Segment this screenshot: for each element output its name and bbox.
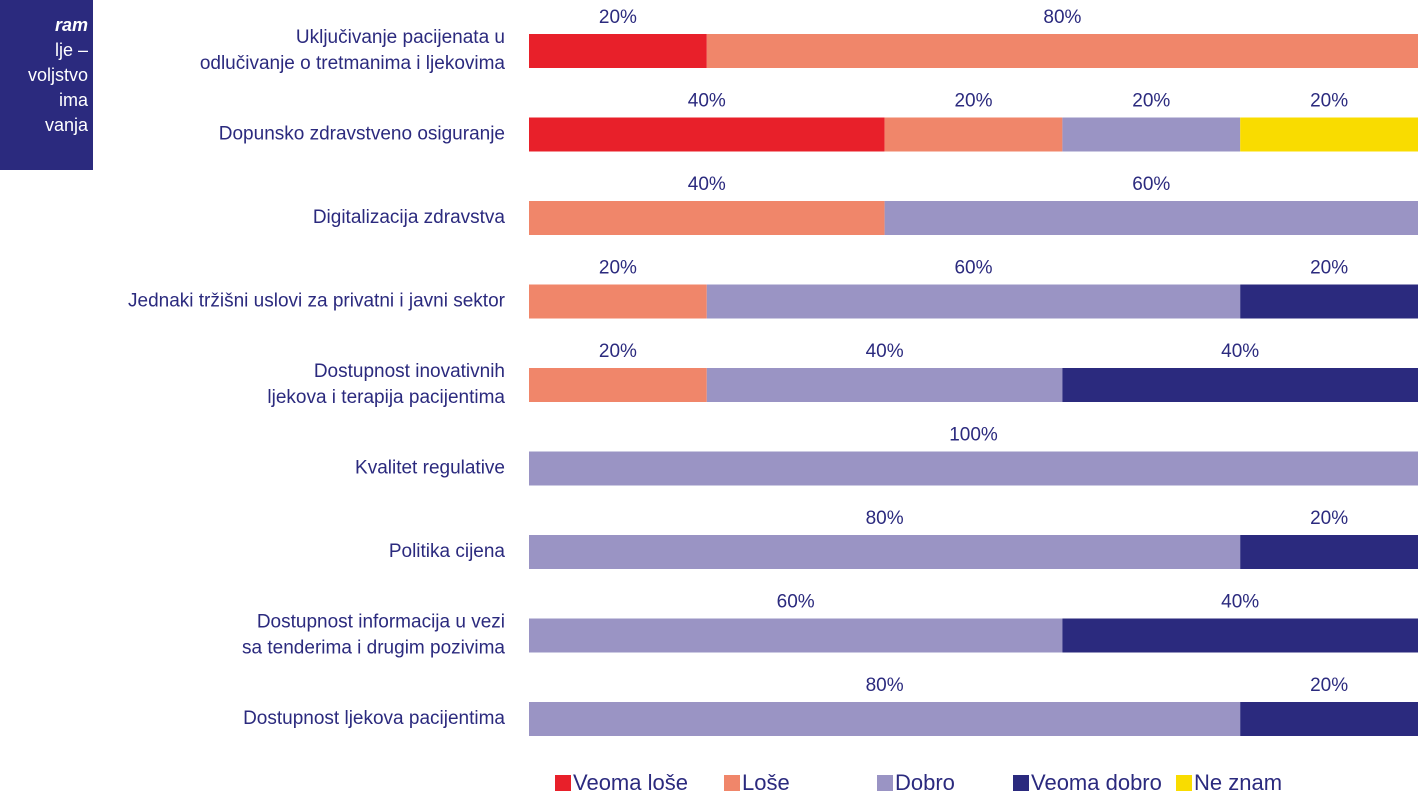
bar-segment [529, 535, 1241, 569]
bar-segment [529, 117, 885, 152]
bar-segment [706, 34, 1418, 68]
side-box-line: voljstvo [28, 65, 88, 85]
bar-segment [1062, 368, 1418, 402]
legend-swatch [1013, 775, 1029, 791]
data-label: 20% [954, 91, 992, 112]
data-label: 40% [866, 341, 904, 362]
bar-segment [706, 284, 1241, 319]
bar-segment [1240, 702, 1418, 736]
side-box-line: vanja [45, 115, 89, 135]
legend-label: Loše [742, 770, 790, 795]
bar-segment [1240, 117, 1418, 152]
bar-segment [529, 368, 707, 402]
data-label: 60% [954, 258, 992, 279]
category-label: Dostupnost inovativnih ljekova i terapija… [267, 361, 505, 408]
data-label: 80% [1043, 7, 1081, 28]
bar-segment [529, 618, 1063, 653]
legend-label: Veoma loše [573, 770, 688, 795]
bar-segment [529, 284, 707, 319]
legend-swatch [724, 775, 740, 791]
bar-segment [884, 117, 1063, 152]
data-label: 40% [1221, 592, 1259, 613]
bar-segment [529, 34, 707, 68]
data-label: 20% [1310, 508, 1348, 529]
bar-segment [1240, 535, 1418, 569]
category-label: Uključivanje pacijenata u odlučivanje o t… [200, 27, 506, 74]
legend-swatch [877, 775, 893, 791]
data-label: 20% [1310, 675, 1348, 696]
data-label: 60% [777, 592, 815, 613]
data-label: 20% [599, 7, 637, 28]
bar-segment [1240, 284, 1418, 319]
category-label: Dopunsko zdravstveno osiguranje [219, 124, 505, 145]
bar-segment [529, 201, 885, 235]
category-label: Dostupnost informacija u vezi sa tenderim… [242, 612, 505, 659]
legend-label: Dobro [895, 770, 955, 795]
bar-segment [1062, 618, 1418, 653]
data-label: 20% [599, 258, 637, 279]
data-label: 40% [1221, 341, 1259, 362]
legend-label: Ne znam [1194, 770, 1282, 795]
side-box-line: lje – [55, 40, 88, 60]
category-label: Dostupnost ljekova pacijentima [243, 708, 505, 729]
bar-segment [529, 451, 1418, 486]
data-label: 20% [1132, 91, 1170, 112]
data-label: 40% [688, 174, 726, 195]
data-label: 20% [1310, 91, 1348, 112]
category-label: Politika cijena [389, 541, 506, 562]
data-label: 100% [949, 425, 998, 446]
data-label: 40% [688, 91, 726, 112]
bar-segment [1062, 117, 1241, 152]
data-label: 80% [866, 675, 904, 696]
category-label: Digitalizacija zdravstva [313, 207, 506, 228]
data-label: 60% [1132, 174, 1170, 195]
side-box-line: ima [59, 90, 89, 110]
legend-swatch [1176, 775, 1192, 791]
side-box-bg [0, 0, 93, 170]
bar-segment [706, 368, 1063, 402]
side-box: ram lje – voljstvo ima vanja [0, 0, 93, 170]
data-label: 20% [1310, 258, 1348, 279]
side-box-line: ram [55, 15, 88, 35]
data-label: 80% [866, 508, 904, 529]
category-label: Jednaki tržišni uslovi za privatni i jav… [128, 291, 506, 312]
bar-segment [884, 201, 1418, 235]
legend-label: Veoma dobro [1031, 770, 1162, 795]
category-label: Kvalitet regulative [355, 458, 505, 479]
legend-swatch [555, 775, 571, 791]
data-label: 20% [599, 341, 637, 362]
bar-segment [529, 702, 1241, 736]
